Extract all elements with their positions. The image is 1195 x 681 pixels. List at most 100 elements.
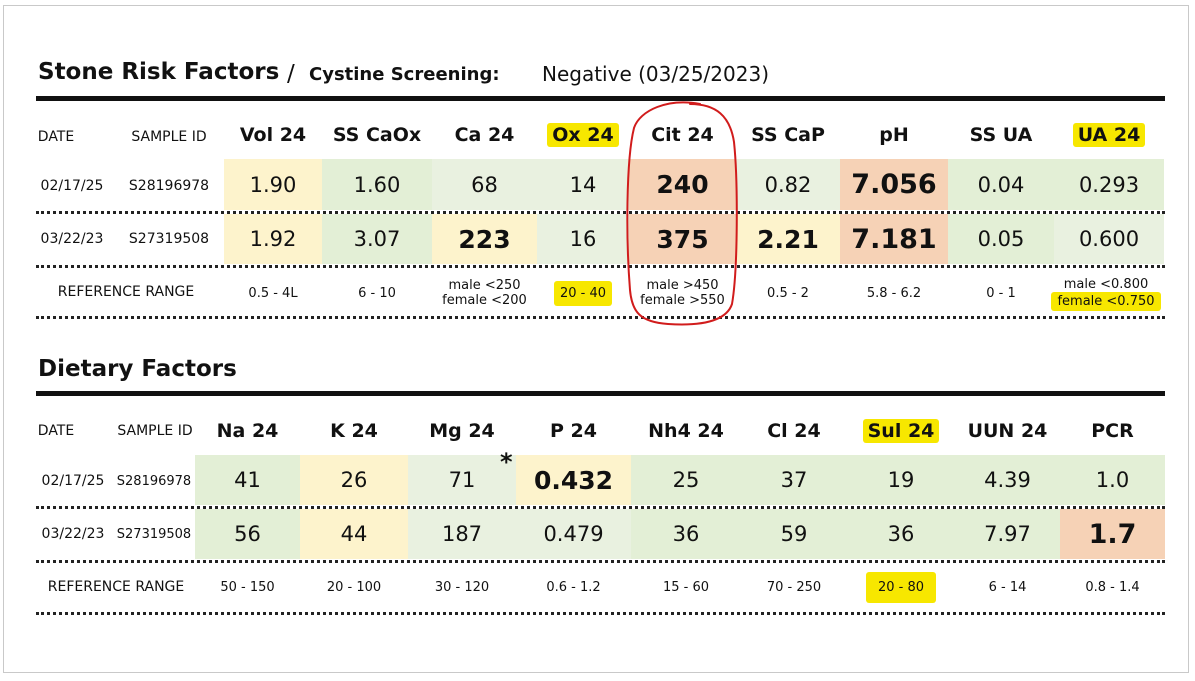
stone-risk-title: Stone Risk Factors — [38, 59, 280, 85]
title-slash: / — [287, 61, 295, 87]
dietary-row2-na24: 56 — [195, 509, 300, 559]
dietary-reference-divider — [36, 612, 1165, 615]
cystine-screening-result: Negative (03/25/2023) — [542, 62, 769, 86]
stone-row2-ca24: 223 — [432, 214, 537, 264]
stone-col-date: DATE — [37, 129, 75, 145]
dietary-ref-uun24: 6 - 14 — [988, 579, 1027, 595]
dietary-header-na24: Na 24 — [216, 420, 279, 442]
dietary-ref-nh424: 15 - 60 — [662, 579, 710, 595]
stone-header-ss-ua: SS UA — [969, 124, 1033, 146]
dietary-row1-date: 02/17/25 — [41, 473, 105, 489]
dietary-ref-na24: 50 - 150 — [220, 579, 275, 595]
dietary-col-sample-id: SAMPLE ID — [117, 423, 193, 439]
dietary-header-uun24: UUN 24 — [967, 420, 1048, 442]
dietary-row2-mg24: 187 — [408, 509, 516, 559]
dietary-row2-cl24: 59 — [741, 509, 847, 559]
stone-header-vol24: Vol 24 — [239, 124, 307, 146]
stone-reference-divider — [36, 316, 1165, 319]
stone-row2-cit24: 375 — [629, 214, 736, 264]
stone-header-ss-cap: SS CaP — [751, 124, 825, 146]
stone-reference-label: REFERENCE RANGE — [57, 284, 195, 300]
stone-row2-ox24: 16 — [537, 214, 629, 264]
document-frame — [3, 5, 1189, 673]
cystine-screening-label: Cystine Screening: — [309, 64, 500, 85]
dietary-header-cl24: Cl 24 — [767, 420, 821, 442]
stone-row1-ua24: 0.293 — [1054, 159, 1164, 210]
dietary-row2-k24: 44 — [300, 509, 408, 559]
stone-ref-ss-cap: 0.5 - 2 — [767, 285, 809, 301]
stone-row2-ua24: 0.600 — [1054, 214, 1164, 264]
dietary-ref-sul24: 20 - 80 — [847, 570, 955, 604]
stone-header-ph: pH — [879, 124, 909, 146]
dietary-ref-k24: 20 - 100 — [326, 579, 382, 595]
stone-row2-ss-ua: 0.05 — [948, 214, 1054, 264]
dietary-header-p24: P 24 — [550, 420, 597, 442]
stone-row1-ss-ua: 0.04 — [948, 159, 1054, 210]
stone-row1-cit24: 240 — [629, 159, 736, 210]
dietary-row2-pcr: 1.7 — [1060, 509, 1165, 559]
dietary-ref-pcr: 0.8 - 1.4 — [1085, 579, 1140, 595]
stone-header-ca24: Ca 24 — [454, 124, 515, 146]
stone-row1-ca24: 68 — [432, 159, 537, 210]
stone-row1-ss-caox: 1.60 — [322, 159, 432, 210]
stone-header-ss-caox: SS CaOx — [332, 124, 422, 146]
stone-col-sample-id: SAMPLE ID — [131, 129, 207, 145]
dietary-header-mg24: Mg 24 — [429, 420, 495, 442]
dietary-row1-k24: 26 — [300, 455, 408, 505]
stone-ref-vol24: 0.5 - 4L — [248, 285, 298, 301]
dietary-header-nh424: Nh4 24 — [648, 420, 724, 442]
dietary-row2-uun24: 7.97 — [955, 509, 1060, 559]
dietary-row1-divider — [36, 506, 1165, 509]
stone-row1-ph: 7.056 — [840, 159, 948, 210]
stone-row1-ox24: 14 — [537, 159, 629, 210]
dietary-row1-na24: 41 — [195, 455, 300, 505]
dietary-row2-sul24: 36 — [847, 509, 955, 559]
stone-row2-sample: S27319508 — [128, 231, 210, 247]
stone-row1-divider — [36, 211, 1165, 214]
stone-row1-sample: S28196978 — [128, 178, 210, 194]
stone-row2-ph: 7.181 — [840, 214, 948, 264]
sul24-highlight: Sul 24 — [862, 419, 940, 443]
dietary-row2-divider — [36, 560, 1165, 563]
dietary-row1-sample: S28196978 — [116, 473, 192, 489]
dietary-row1-pcr: 1.0 — [1060, 455, 1165, 505]
dietary-row1-nh424: 25 — [631, 455, 741, 505]
dietary-row1-uun24: 4.39 — [955, 455, 1060, 505]
ua24-highlight: UA 24 — [1072, 123, 1146, 147]
dietary-header-pcr: PCR — [1091, 420, 1134, 442]
dietary-row1-sul24: 19 — [847, 455, 955, 505]
mg24-asterisk: * — [500, 448, 513, 476]
stone-row2-ss-cap: 2.21 — [736, 214, 840, 264]
stone-ref-ss-caox: 6 - 10 — [358, 285, 396, 301]
stone-ref-ss-ua: 0 - 1 — [986, 285, 1016, 301]
stone-row2-vol24: 1.92 — [224, 214, 322, 264]
stone-ref-ox24: 20 - 40 — [537, 272, 629, 314]
stone-row1-date: 02/17/25 — [40, 178, 104, 194]
stone-ref-ua24: male <0.800 female <0.750 — [1040, 270, 1172, 318]
dietary-row2-date: 03/22/23 — [41, 526, 105, 542]
stone-ref-ca24: male <250 female <200 — [442, 278, 527, 308]
stone-ref-cit24: male >450 female >550 — [640, 278, 725, 308]
dietary-ref-p24: 0.6 - 1.2 — [546, 579, 601, 595]
stone-row1-ss-cap: 0.82 — [736, 159, 840, 210]
dietary-row1-cl24: 37 — [741, 455, 847, 505]
stone-ref-ph: 5.8 - 6.2 — [866, 285, 922, 301]
stone-row2-ss-caox: 3.07 — [322, 214, 432, 264]
dietary-row2-sample: S27319508 — [116, 526, 192, 542]
sul24-ref-highlight: 20 - 80 — [865, 571, 937, 603]
dietary-title: Dietary Factors — [38, 356, 237, 382]
dietary-top-rule — [36, 391, 1165, 396]
stone-row2-date: 03/22/23 — [40, 231, 104, 247]
dietary-reference-label: REFERENCE RANGE — [47, 579, 185, 595]
stone-header-ua24: UA 24 — [1054, 120, 1164, 150]
stone-row1-vol24: 1.90 — [224, 159, 322, 210]
ox24-ref-highlight: 20 - 40 — [553, 280, 613, 306]
ua24-ref-highlight: female <0.750 — [1051, 292, 1161, 311]
dietary-row1-p24: 0.432 — [516, 455, 631, 505]
dietary-row1-mg24: 71 — [408, 455, 516, 505]
dietary-ref-cl24: 70 - 250 — [766, 579, 822, 595]
stone-top-rule — [36, 96, 1165, 101]
dietary-ref-mg24: 30 - 120 — [434, 579, 490, 595]
stone-header-cit24: Cit 24 — [651, 124, 714, 146]
dietary-header-k24: K 24 — [330, 420, 378, 442]
